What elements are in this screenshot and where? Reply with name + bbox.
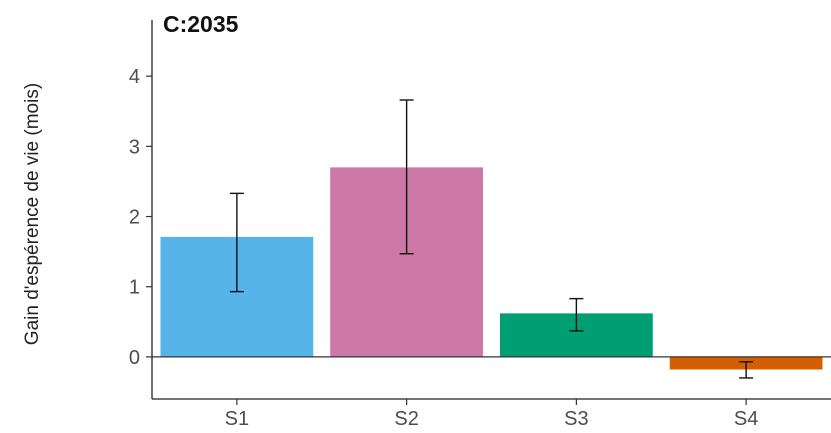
error-bar-s2	[399, 99, 414, 255]
x-tick-label: S3	[564, 408, 588, 430]
y-tick-label: 4	[129, 66, 140, 88]
error-bars-layer	[229, 99, 754, 379]
y-tick-label: 3	[129, 136, 140, 158]
error-bar-s4	[739, 361, 754, 379]
x-tick-label: S4	[734, 408, 758, 430]
bars-layer	[160, 167, 823, 370]
x-ticks: S1 S2 S3 S4	[225, 399, 758, 430]
y-tick-label: 0	[129, 347, 140, 369]
y-axis-title: Gain d'espérence de vie (mois)	[22, 83, 43, 345]
error-bar-s1	[229, 192, 244, 293]
x-tick-label: S1	[225, 408, 249, 430]
y-tick-label: 1	[129, 277, 140, 299]
chart-title: C:2035	[163, 11, 239, 37]
y-tick-label: 2	[129, 207, 140, 229]
error-bar-s3	[569, 297, 584, 332]
x-tick-label: S2	[394, 408, 418, 430]
y-ticks: 0 1 2 3 4	[129, 66, 152, 369]
